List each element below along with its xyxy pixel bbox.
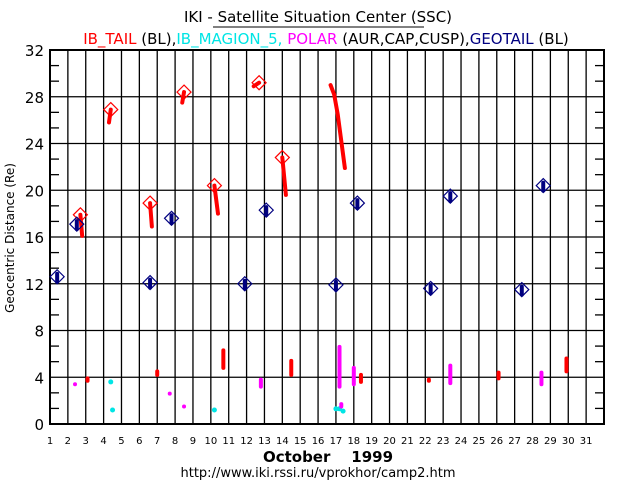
y-tick-label: 0 <box>34 416 44 434</box>
x-tick-labels: 1 2 3 4 5 6 7 8 9 10 11 12 13 14 15 16 17 18 19 20 21 22 23 24 2… <box>47 436 593 447</box>
x-tick-label: 3 <box>83 436 89 447</box>
x-tick-label: 12 <box>240 436 253 447</box>
y-tick-label: 32 <box>25 42 44 60</box>
x-tick-label: 5 <box>118 436 124 447</box>
x-tick-label: 18 <box>347 436 360 447</box>
ib-tail-marker <box>274 149 291 166</box>
x-tick-label: 20 <box>383 436 396 447</box>
ib-magion-5-point <box>211 407 217 413</box>
y-tick-label: 16 <box>25 229 44 247</box>
x-tick-label: 30 <box>562 436 575 447</box>
y-tick-labels: 0 4 8 12 16 20 24 28 32 <box>25 42 44 434</box>
x-tick-label: 11 <box>222 436 235 447</box>
ib-tail-segment <box>148 201 154 229</box>
legend: IB_TAIL (BL),IB_MAGION_5, POLAR (AUR,CAP… <box>83 30 569 49</box>
legend-entry-suffix: (BL) <box>534 30 569 48</box>
ib-tail-marker <box>251 74 267 91</box>
x-tick-label: 24 <box>455 436 468 447</box>
y-tick-label: 12 <box>25 276 44 294</box>
x-tick-label: 14 <box>276 436 289 447</box>
ib-magion-5-point <box>333 406 339 412</box>
ib-tail-marker <box>72 206 89 223</box>
y-tick-label: 20 <box>25 182 44 200</box>
series-layer <box>49 74 569 414</box>
x-tick-label: 8 <box>172 436 178 447</box>
x-tick-label: 21 <box>401 436 414 447</box>
grid <box>49 49 605 425</box>
ib-tail-segment <box>328 83 347 171</box>
ib-tail-marker <box>206 177 223 194</box>
x-tick-label: 17 <box>330 436 343 447</box>
legend-entry-geotail: GEOTAIL <box>470 30 535 48</box>
x-tick-label: 27 <box>508 436 521 447</box>
ib-tail-segment <box>78 212 85 238</box>
y-tick-label: 28 <box>25 89 44 107</box>
y-tick-label: 4 <box>34 369 44 387</box>
x-tick-label: 29 <box>544 436 557 447</box>
ib-tail-marker <box>142 195 158 211</box>
ib-magion-5-point <box>110 407 116 413</box>
ib-magion-5-point <box>340 408 346 414</box>
x-tick-label: 1 <box>47 436 53 447</box>
x-tick-label: 15 <box>294 436 307 447</box>
x-tick-label: 31 <box>580 436 593 447</box>
x-tick-label: 7 <box>154 436 160 447</box>
legend-entry-polar: POLAR <box>287 30 337 48</box>
x-tick-label: 28 <box>526 436 539 447</box>
legend-entry-suffix: (AUR,CAP,CUSP), <box>337 30 469 48</box>
x-tick-label: 16 <box>312 436 325 447</box>
footer-url: http://www.iki.rssi.ru/vprokhor/camp2.ht… <box>181 466 456 481</box>
x-tick-label: 19 <box>365 436 378 447</box>
x-tick-label: 10 <box>204 436 217 447</box>
x-tick-label: 25 <box>473 436 486 447</box>
x-tick-label: 6 <box>136 436 142 447</box>
legend-entry-ib-tail: IB_TAIL <box>83 30 137 49</box>
x-tick-label: 9 <box>190 436 196 447</box>
y-axis-label: Geocentric Distance (Re) <box>3 163 17 313</box>
x-tick-label: 26 <box>490 436 503 447</box>
y-tick-label: 24 <box>25 136 44 154</box>
ib-tail-marker <box>176 84 192 100</box>
x-tick-label: 2 <box>65 436 71 447</box>
ib-tail-segment <box>212 183 220 216</box>
x-tick-label: 13 <box>258 436 271 447</box>
ib-tail-marker <box>102 101 119 118</box>
x-tick-label: 22 <box>419 436 432 447</box>
chart-title: IKI - Satellite Situation Center (SSC) <box>184 8 452 26</box>
ib-magion-5-point <box>108 379 114 385</box>
legend-entry-suffix: (BL), <box>136 30 176 48</box>
x-tick-label: 23 <box>437 436 450 447</box>
legend-entry-ib-magion-5-: IB_MAGION_5, <box>176 30 282 49</box>
x-axis-label: October 1999 <box>263 448 393 466</box>
x-tick-label: 4 <box>100 436 106 447</box>
y-tick-label: 8 <box>34 323 44 341</box>
